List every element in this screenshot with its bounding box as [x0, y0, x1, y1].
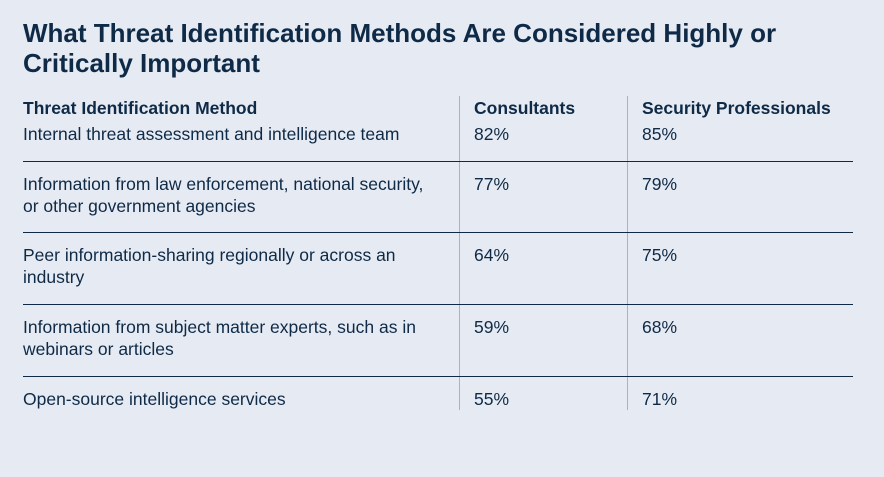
- data-table: Threat Identification Method Consultants…: [23, 96, 853, 410]
- table-row: Information from law enforcement, nation…: [23, 162, 853, 233]
- column-header-consultants: Consultants: [459, 96, 627, 123]
- security-professionals-cell: 71%: [627, 377, 853, 410]
- method-cell: Open-source intelligence services: [23, 389, 286, 409]
- consultants-cell: 64%: [459, 233, 627, 304]
- security-professionals-cell: 85%: [627, 123, 853, 161]
- consultants-cell: 59%: [459, 305, 627, 376]
- security-professionals-cell: 79%: [627, 162, 853, 232]
- security-professionals-cell: 68%: [627, 305, 853, 376]
- column-header-security-professionals: Security Professionals: [627, 96, 853, 123]
- table-header-row: Threat Identification Method Consultants…: [23, 96, 853, 123]
- table-row: Peer information-sharing regionally or a…: [23, 233, 853, 305]
- consultants-cell: 55%: [459, 377, 627, 410]
- method-cell: Information from law enforcement, nation…: [23, 174, 424, 216]
- method-cell: Internal threat assessment and intellige…: [23, 124, 400, 144]
- consultants-cell: 82%: [459, 123, 627, 161]
- table-row: Internal threat assessment and intellige…: [23, 123, 853, 162]
- method-cell: Peer information-sharing regionally or a…: [23, 245, 396, 287]
- security-professionals-cell: 75%: [627, 233, 853, 304]
- column-header-method: Threat Identification Method: [23, 98, 258, 118]
- table-row: Open-source intelligence services 55% 71…: [23, 377, 853, 410]
- page-title: What Threat Identification Methods Are C…: [23, 18, 777, 78]
- consultants-cell: 77%: [459, 162, 627, 232]
- method-cell: Information from subject matter experts,…: [23, 317, 416, 359]
- table-row: Information from subject matter experts,…: [23, 305, 853, 377]
